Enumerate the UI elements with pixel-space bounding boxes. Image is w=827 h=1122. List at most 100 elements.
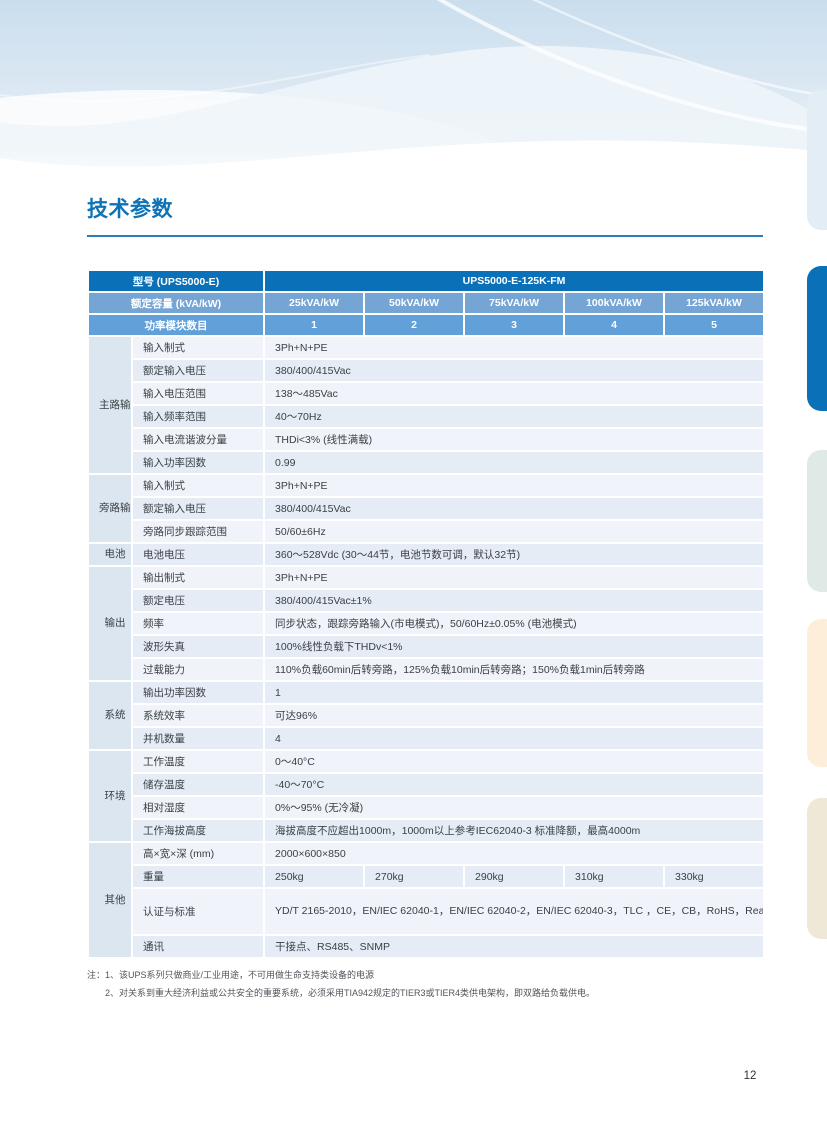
weight-value: 330kg [665,866,764,887]
param-label: 额定输入电压 [133,360,264,381]
param-label: 重量 [133,866,264,887]
spec-row: 电池 电池电压 360～528Vdc (30～44节，电池节数可调，默认32节) [89,544,764,565]
side-tab-2-active [807,266,827,411]
capacity-label: 额定容量 (kVA/kW) [89,293,264,313]
spec-row: 环境 工作温度 0～40°C [89,751,764,841]
param-label: 相对湿度 [133,797,264,818]
spec-row: 重量 250kg 270kg 290kg 310kg 330kg [89,866,764,887]
spec-row: 其他 高×宽×深 (mm) 2000×600×850 [89,843,764,957]
section-label: 系统 [89,682,131,749]
model-value: UPS5000-E-125K-FM [265,271,764,291]
spec-row: 波形失真 100%线性负载下THDv<1% [89,636,764,657]
page-title: 技术参数 [87,198,173,221]
model-header-row: 型号 (UPS5000-E) UPS5000-E-125K-FM [89,271,764,291]
section-label: 其他 [89,843,131,957]
modules-header-row: 功率模块数目 1 2 3 4 5 [89,315,764,335]
footnote-line-1: 注：1、该UPS系列只做商业/工业用途，不可用做生命支持类设备的电源 [87,970,375,980]
side-tab-1 [807,90,827,230]
param-value: 380/400/415Vac [265,498,764,519]
spec-row: 输入电压范围 138～485Vac [89,383,764,404]
spec-row: 额定电压 380/400/415Vac±1% [89,590,764,611]
spec-row: 并机数量 4 [89,728,764,749]
param-label: 系统效率 [133,705,264,726]
param-value: 3Ph+N+PE [265,337,764,358]
param-value: 3Ph+N+PE [265,475,764,496]
section-label: 环境 [89,751,131,841]
modules-label: 功率模块数目 [89,315,264,335]
param-label: 输入制式 [133,475,264,496]
param-value: 380/400/415Vac±1% [265,590,764,611]
param-label: 额定电压 [133,590,264,611]
spec-row: 认证与标准 YD/T 2165-2010，EN/IEC 62040-1，EN/I… [89,889,764,934]
param-value: 0～40°C [265,751,764,772]
spec-row: 输出 输出制式 3Ph+N+PE [89,567,764,680]
capacity-value: 25kVA/kW [265,293,364,313]
param-label: 通讯 [133,936,264,957]
capacity-value: 50kVA/kW [365,293,464,313]
weight-value: 290kg [465,866,564,887]
spec-row: 工作海拔高度 海拔高度不应超出1000m，1000m以上参考IEC62040-3… [89,820,764,841]
spec-row: 系统 输出功率因数 1 [89,682,764,749]
param-label: 输入电压范围 [133,383,264,404]
param-value: -40～70°C [265,774,764,795]
param-value: 360～528Vdc (30～44节，电池节数可调，默认32节) [265,544,764,565]
param-label: 并机数量 [133,728,264,749]
spec-row: 储存温度 -40～70°C [89,774,764,795]
modules-value: 1 [265,315,364,335]
section-label: 电池 [89,544,131,565]
weight-value: 250kg [265,866,364,887]
model-label: 型号 (UPS5000-E) [89,271,264,291]
param-label: 储存温度 [133,774,264,795]
param-label: 输出功率因数 [133,682,264,703]
modules-value: 2 [365,315,464,335]
param-value: 同步状态，跟踪旁路输入(市电模式)，50/60Hz±0.05% (电池模式) [265,613,764,634]
wave-svg [0,0,827,340]
param-label: 波形失真 [133,636,264,657]
spec-row: 输入电流谐波分量 THDi<3% (线性满载) [89,429,764,450]
param-value: 138～485Vac [265,383,764,404]
param-value: 2000×600×850 [265,843,764,864]
spec-row: 系统效率 可达96% [89,705,764,726]
param-value: 0.99 [265,452,764,473]
side-tab-3 [807,450,827,592]
banner-wave-graphic [0,0,827,340]
param-value: 100%线性负载下THDv<1% [265,636,764,657]
spec-row: 额定输入电压 380/400/415Vac [89,360,764,381]
param-value: 干接点、RS485、SNMP [265,936,764,957]
param-value: 1 [265,682,764,703]
spec-row: 旁路输入 输入制式 3Ph+N+PE [89,475,764,542]
param-label: 频率 [133,613,264,634]
param-label: 输入电流谐波分量 [133,429,264,450]
capacity-value: 100kVA/kW [565,293,664,313]
param-label: 输入功率因数 [133,452,264,473]
param-value: 40～70Hz [265,406,764,427]
footnotes: 注：1、该UPS系列只做商业/工业用途，不可用做生命支持类设备的电源 2、对关系… [87,966,765,1002]
param-label: 输出制式 [133,567,264,588]
modules-value: 3 [465,315,564,335]
weight-value: 310kg [565,866,664,887]
spec-row: 额定输入电压 380/400/415Vac [89,498,764,519]
param-value: 海拔高度不应超出1000m，1000m以上参考IEC62040-3 标准降额，最… [265,820,764,841]
param-value: 380/400/415Vac [265,360,764,381]
param-label: 电池电压 [133,544,264,565]
spec-row: 主路输入 输入制式 3Ph+N+PE [89,337,764,473]
section-label: 输出 [89,567,131,680]
spec-row: 相对湿度 0%～95% (无冷凝) [89,797,764,818]
param-value: THDi<3% (线性满载) [265,429,764,450]
spec-row: 输入频率范围 40～70Hz [89,406,764,427]
param-label: 工作温度 [133,751,264,772]
param-value: YD/T 2165-2010，EN/IEC 62040-1，EN/IEC 620… [265,889,764,934]
param-label: 工作海拔高度 [133,820,264,841]
capacity-value: 75kVA/kW [465,293,564,313]
modules-value: 5 [665,315,764,335]
side-tab-4 [807,619,827,767]
spec-row: 频率 同步状态，跟踪旁路输入(市电模式)，50/60Hz±0.05% (电池模式… [89,613,764,634]
weight-value: 270kg [365,866,464,887]
param-label: 输入制式 [133,337,264,358]
param-value: 110%负载60min后转旁路，125%负载10min后转旁路；150%负载1m… [265,659,764,680]
title-underline [87,235,763,237]
spec-row: 输入功率因数 0.99 [89,452,764,473]
param-label: 额定输入电压 [133,498,264,519]
param-value: 50/60±6Hz [265,521,764,542]
param-label: 旁路同步跟踪范围 [133,521,264,542]
